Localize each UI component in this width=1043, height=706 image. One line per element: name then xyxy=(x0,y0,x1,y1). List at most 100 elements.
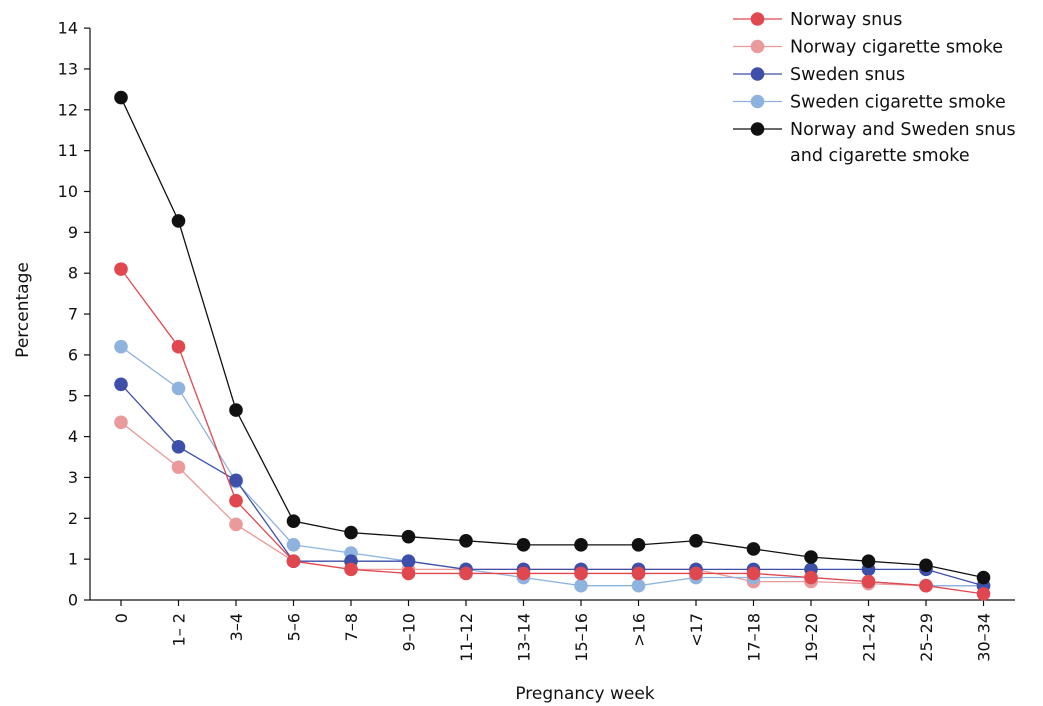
data-point xyxy=(919,578,933,593)
y-tick-label: 9 xyxy=(68,223,78,242)
legend-swatch-marker xyxy=(750,122,765,136)
data-point xyxy=(574,538,588,552)
data-point xyxy=(919,558,933,573)
series-line xyxy=(120,421,984,587)
legend-label: and cigarette smoke xyxy=(790,146,970,166)
data-point xyxy=(344,525,358,540)
x-tick-label: 30–34 xyxy=(975,613,994,662)
x-tick-label: 15–16 xyxy=(572,613,591,662)
legend-item: Sweden snus xyxy=(733,65,905,85)
series-layer xyxy=(114,90,991,601)
y-tick-label: 0 xyxy=(68,591,78,610)
data-point xyxy=(574,578,588,593)
x-tick-label: 9–10 xyxy=(400,613,419,652)
data-point xyxy=(286,554,301,568)
series-sweden-cigarette-smoke xyxy=(114,339,991,593)
data-point xyxy=(746,542,761,556)
legend-label: Sweden cigarette smoke xyxy=(790,93,1006,113)
y-tick-label: 11 xyxy=(58,141,78,160)
y-axis-title: Percentage xyxy=(13,262,33,358)
series-norway-cigarette-smoke xyxy=(114,415,991,593)
data-point xyxy=(861,554,876,568)
data-point xyxy=(114,90,128,105)
data-point xyxy=(171,339,186,354)
legend-swatch-marker xyxy=(750,39,765,54)
legend-item: Norway snus xyxy=(733,10,902,30)
data-point xyxy=(631,566,646,581)
x-tick-label: 1– 2 xyxy=(170,613,189,646)
x-tick-label: 3–4 xyxy=(227,613,246,641)
series-line xyxy=(120,268,984,595)
x-tick-label: 19–20 xyxy=(802,613,821,662)
data-point xyxy=(171,381,186,396)
data-point xyxy=(171,460,186,475)
x-tick-label: 21–24 xyxy=(860,613,879,662)
y-tick-label: 14 xyxy=(58,19,78,38)
data-point xyxy=(516,566,531,581)
series-norway-snus xyxy=(114,262,991,601)
data-point xyxy=(114,339,128,354)
data-point xyxy=(631,538,646,552)
data-point xyxy=(459,533,473,548)
y-tick-label: 6 xyxy=(68,345,78,364)
x-axis-title: Pregnancy week xyxy=(515,684,654,704)
legend-label: Norway snus xyxy=(790,10,902,30)
data-point xyxy=(401,566,416,581)
legend-label: Norway cigarette smoke xyxy=(790,38,1003,58)
data-point xyxy=(574,566,588,581)
x-tick-label: 13–14 xyxy=(515,613,534,662)
data-point xyxy=(229,473,243,488)
data-point xyxy=(689,533,703,548)
data-point xyxy=(861,574,876,589)
legend-swatch-marker xyxy=(750,67,765,81)
legend-label: Norway and Sweden snus xyxy=(790,120,1016,140)
legend-swatch-marker xyxy=(750,12,765,26)
data-point xyxy=(171,440,186,454)
data-point xyxy=(229,493,243,508)
data-point xyxy=(804,550,818,564)
y-tick-label: 12 xyxy=(58,100,78,119)
legend-item: Sweden cigarette smoke xyxy=(733,93,1006,113)
data-point xyxy=(171,214,186,228)
data-point xyxy=(459,566,473,581)
x-axis: 0 1– 2 3–4 5–6 7–8 9–10 11–12 13–14 15–16 >16 <17 1… xyxy=(90,599,1015,662)
legend: Norway snus Norway cigarette smoke Sweden … xyxy=(733,10,1016,166)
data-point xyxy=(114,377,128,392)
x-tick-label: >16 xyxy=(630,613,649,647)
y-tick-label: 10 xyxy=(58,182,78,201)
y-tick-label: 5 xyxy=(68,386,78,405)
x-tick-label: 5–6 xyxy=(285,613,304,641)
data-point xyxy=(976,587,991,601)
data-point xyxy=(286,514,301,528)
y-tick-label: 8 xyxy=(68,264,78,283)
data-point xyxy=(689,566,703,581)
legend-item: Norway and Sweden snus and cigarette smok… xyxy=(733,120,1016,166)
y-tick-label: 7 xyxy=(68,305,78,324)
y-tick-label: 1 xyxy=(68,550,78,569)
data-point xyxy=(516,538,531,552)
x-tick-label: 17–18 xyxy=(745,613,764,662)
data-point xyxy=(804,570,818,585)
data-point xyxy=(401,529,416,544)
y-tick-label: 2 xyxy=(68,509,78,528)
legend-item: Norway cigarette smoke xyxy=(733,38,1003,58)
y-tick-label: 3 xyxy=(68,468,78,487)
legend-label: Sweden snus xyxy=(790,65,905,85)
series-line xyxy=(120,97,984,579)
series-line xyxy=(120,383,984,587)
x-tick-label: 7–8 xyxy=(342,613,361,641)
data-point xyxy=(114,262,128,276)
x-tick-label: <17 xyxy=(687,613,706,647)
series-norway-and-sweden-snus-and-cigarette-smoke xyxy=(114,90,991,585)
y-tick-label: 4 xyxy=(68,427,78,446)
x-tick-label: 25–29 xyxy=(917,613,936,662)
data-point xyxy=(401,554,416,568)
x-tick-label: 0 xyxy=(112,613,131,623)
data-point xyxy=(976,570,991,585)
data-point xyxy=(229,403,243,417)
x-tick-label: 11–12 xyxy=(457,613,476,662)
data-point xyxy=(229,517,243,532)
